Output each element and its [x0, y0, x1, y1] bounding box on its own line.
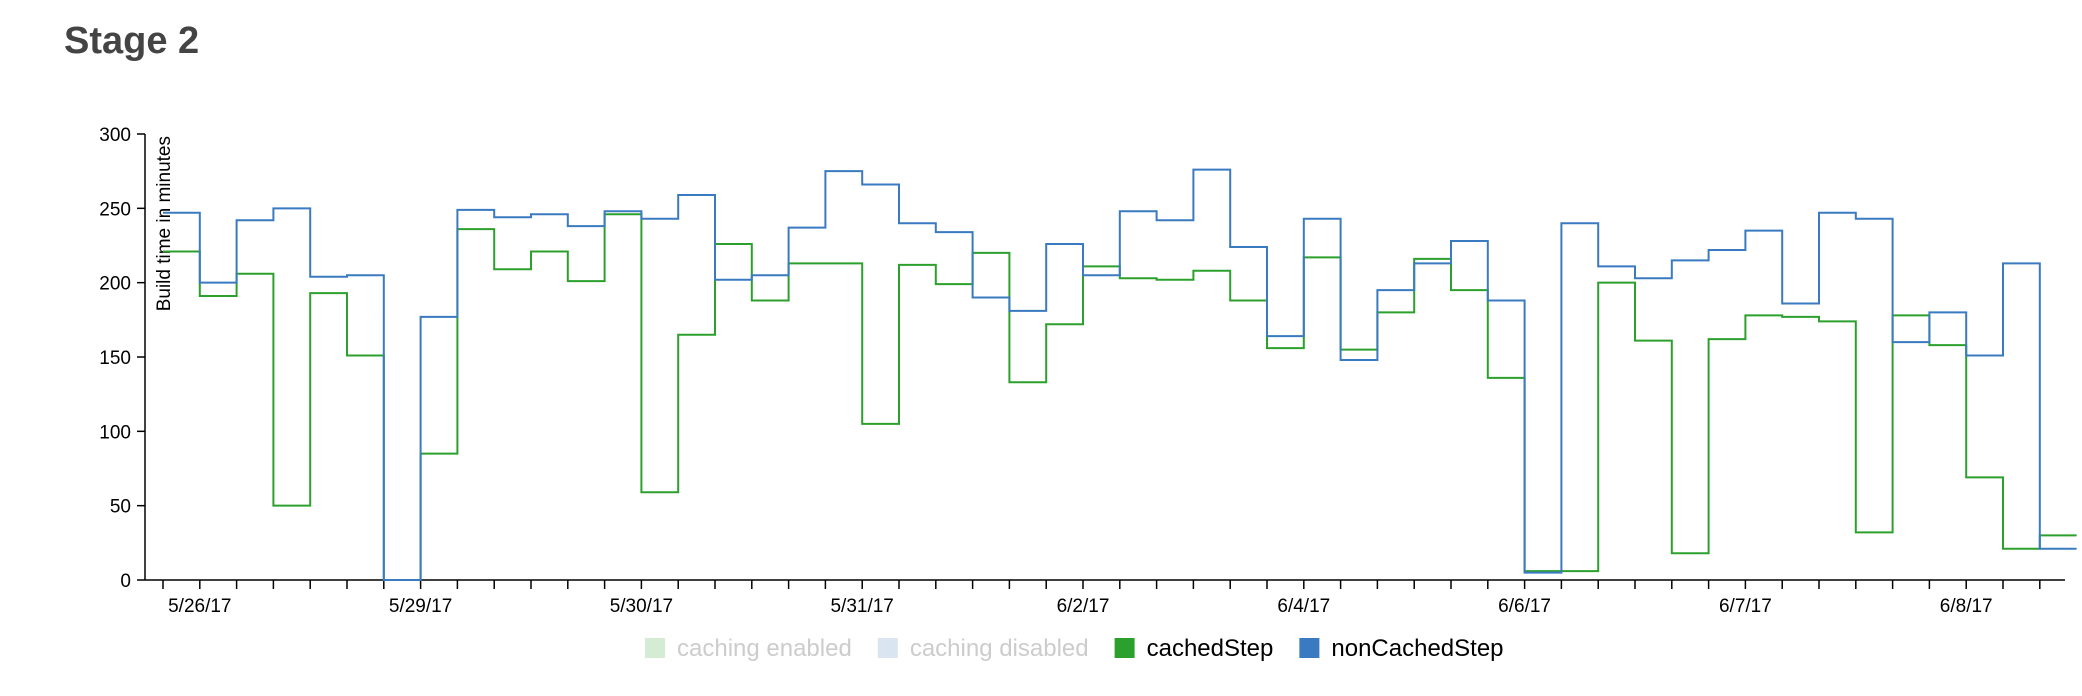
legend-label[interactable]: caching enabled	[677, 635, 852, 662]
x-tick-label: 6/4/17	[1277, 596, 1330, 617]
x-tick-label: 6/8/17	[1940, 596, 1993, 617]
y-tick-label: 0	[120, 571, 131, 592]
legend-swatch[interactable]	[1114, 638, 1135, 658]
y-axis-title: Build time in minutes	[154, 136, 175, 311]
x-tick-label: 6/7/17	[1719, 596, 1772, 617]
y-tick-label: 200	[99, 274, 131, 295]
x-tick-label: 5/30/17	[610, 596, 673, 617]
y-tick-label: 150	[99, 348, 131, 369]
legend-label[interactable]: cachedStep	[1147, 635, 1274, 662]
x-tick-label: 5/29/17	[389, 596, 452, 617]
x-tick-label: 6/2/17	[1057, 596, 1110, 617]
y-tick-label: 300	[99, 125, 131, 146]
series-noncachedstep-line	[163, 168, 2077, 581]
legend-swatch[interactable]	[877, 638, 898, 658]
page-title: Stage 2	[64, 20, 200, 62]
legend-swatch[interactable]	[1299, 638, 1320, 658]
x-tick-label: 6/6/17	[1498, 596, 1551, 617]
x-tick-label: 5/26/17	[168, 596, 231, 617]
y-tick-label: 50	[110, 497, 131, 518]
legend-label[interactable]: caching disabled	[910, 635, 1089, 662]
legend-label[interactable]: nonCachedStep	[1331, 635, 1503, 662]
legend-swatch[interactable]	[645, 638, 665, 658]
y-tick-label: 100	[99, 422, 131, 443]
x-tick-label: 5/31/17	[830, 596, 893, 617]
y-tick-label: 250	[99, 199, 131, 220]
